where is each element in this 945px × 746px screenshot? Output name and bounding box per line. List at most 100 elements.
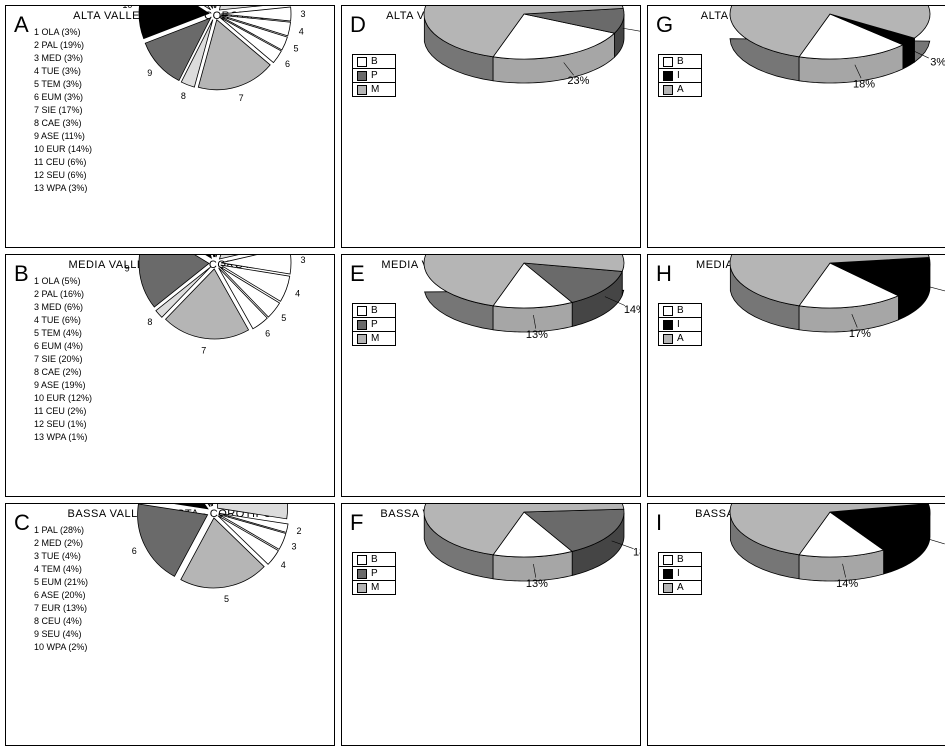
- legend-swatch: [663, 57, 673, 67]
- legend-item: M: [352, 82, 396, 97]
- legend-item: 12 SEU (1%): [34, 418, 92, 430]
- legend-item: 1 OLA (5%): [34, 275, 92, 287]
- legend-label: B: [371, 305, 378, 316]
- panel-A: AALTA VALLE D'AOSTA - COROTIPO1 OLA (3%)…: [5, 5, 335, 248]
- legend-item: 8 CAE (3%): [34, 117, 92, 129]
- legend-item: 11 CEU (2%): [34, 405, 92, 417]
- legend-swatch: [357, 555, 367, 565]
- panel-body: BPM13%14%73%: [342, 273, 640, 490]
- legend-item: 4 TUE (3%): [34, 65, 92, 77]
- panel-letter: E: [350, 261, 365, 287]
- legend-item: P: [352, 317, 396, 332]
- legend-label: B: [677, 56, 684, 67]
- legend-item: 5 EUM (21%): [34, 576, 88, 588]
- legend-item: 3 MED (3%): [34, 52, 92, 64]
- legend-item: 2 MED (2%): [34, 537, 88, 549]
- panel-letter: F: [350, 510, 363, 536]
- legend-item: 4 TEM (4%): [34, 563, 88, 575]
- panel-body: 1 PAL (28%)2 MED (2%)3 TUE (4%)4 TEM (4%…: [6, 522, 334, 739]
- svg-text:7: 7: [201, 345, 206, 355]
- panel-body: BIA18%3%79%: [648, 24, 945, 241]
- legend-item: I: [658, 317, 702, 332]
- legend-item: 1 PAL (28%): [34, 524, 88, 536]
- panel-F: FBASSA VALLE D'AOSTA - STATO ALAREBPM13%…: [341, 503, 641, 746]
- svg-text:5: 5: [224, 594, 229, 604]
- legend-label: I: [677, 319, 680, 330]
- panel-body: BIA17%15%68%: [648, 273, 945, 490]
- panel-body: BIA14%19%67%: [648, 522, 945, 739]
- legend-label: P: [371, 568, 378, 579]
- legend-swatch: [663, 569, 673, 579]
- svg-text:14%: 14%: [836, 578, 858, 590]
- legend-label: B: [677, 554, 684, 565]
- panel-letter: D: [350, 12, 366, 38]
- legend-item: I: [658, 68, 702, 83]
- svg-text:2: 2: [296, 526, 301, 536]
- legend-item: P: [352, 68, 396, 83]
- svg-text:17%: 17%: [849, 328, 871, 340]
- panel-letter: G: [656, 12, 673, 38]
- legend-label: P: [371, 70, 378, 81]
- legend-item: 3 TUE (4%): [34, 550, 88, 562]
- panel-letter: C: [14, 510, 30, 536]
- legend-item: A: [658, 82, 702, 97]
- legend-swatch: [663, 583, 673, 593]
- legend-item: 4 TUE (6%): [34, 314, 92, 326]
- svg-text:18%: 18%: [853, 78, 875, 90]
- panel-G: GALTA VALLE D'AOSTA - ECOLOGIABIA18%3%79…: [647, 5, 945, 248]
- legend-item: B: [658, 552, 702, 567]
- panel-B: BMEDIA VALLE D'AOSTA - COROTIPO1 OLA (5%…: [5, 254, 335, 497]
- panel-E: EMEDIA VALLE D'AOSTA - STATO ALAREBPM13%…: [341, 254, 641, 497]
- legend-label: B: [371, 56, 378, 67]
- panel-I: IBASSA VALLE D'AOSTA - ECOLOGIABIA14%19%…: [647, 503, 945, 746]
- legend-label: A: [677, 582, 684, 593]
- legend-swatch: [357, 334, 367, 344]
- legend-item: 7 SIE (20%): [34, 353, 92, 365]
- svg-text:6: 6: [265, 329, 270, 339]
- legend-item: 9 ASE (19%): [34, 379, 92, 391]
- svg-text:4: 4: [295, 288, 300, 298]
- legend-label: M: [371, 84, 379, 95]
- legend-label: M: [371, 333, 379, 344]
- legend-swatch: [663, 306, 673, 316]
- legend-label: I: [677, 70, 680, 81]
- panel-body: 1 OLA (5%)2 PAL (16%)3 MED (6%)4 TUE (6%…: [6, 273, 334, 490]
- legend-swatch: [663, 85, 673, 95]
- legend-swatch: [663, 71, 673, 81]
- legend-item: 9 SEU (4%): [34, 628, 88, 640]
- legend-item: 8 CEU (4%): [34, 615, 88, 627]
- legend-label: M: [371, 582, 379, 593]
- svg-text:13%: 13%: [526, 578, 548, 590]
- legend-swatch: [357, 320, 367, 330]
- legend-item: 7 SIE (17%): [34, 104, 92, 116]
- legend-item: B: [352, 552, 396, 567]
- legend-item: 10 WPA (2%): [34, 641, 88, 653]
- svg-text:13%: 13%: [526, 329, 548, 341]
- legend-swatch: [663, 320, 673, 330]
- legend-item: 1 OLA (3%): [34, 26, 92, 38]
- legend-item: 7 EUR (13%): [34, 602, 88, 614]
- legend-label: B: [371, 554, 378, 565]
- svg-text:5: 5: [294, 43, 299, 53]
- legend-swatch: [357, 306, 367, 316]
- legend-item: 11 CEU (6%): [34, 156, 92, 168]
- svg-text:3: 3: [292, 541, 297, 551]
- svg-text:3: 3: [301, 9, 306, 19]
- legend-label: A: [677, 333, 684, 344]
- legend-swatch: [357, 569, 367, 579]
- legend: 1 OLA (3%)2 PAL (19%)3 MED (3%)4 TUE (3%…: [6, 24, 96, 197]
- svg-text:4: 4: [281, 560, 286, 570]
- panel-H: HMEDIA VALLE D'AOSTA - ECOLOGIABIA17%15%…: [647, 254, 945, 497]
- legend-item: 2 PAL (19%): [34, 39, 92, 51]
- legend-item: 9 ASE (11%): [34, 130, 92, 142]
- panel-C: CBASSA VALLE D'AOSTA - COROTIPO1 PAL (28…: [5, 503, 335, 746]
- svg-text:10: 10: [122, 5, 132, 10]
- panel-D: DALTA VALLE D'AOSTA - STATO ALAREBPM23%9…: [341, 5, 641, 248]
- legend-item: A: [658, 580, 702, 595]
- legend-item: M: [352, 331, 396, 346]
- legend-label: P: [371, 319, 378, 330]
- svg-text:4: 4: [299, 27, 304, 37]
- legend: 1 PAL (28%)2 MED (2%)3 TUE (4%)4 TEM (4%…: [6, 522, 92, 656]
- svg-text:14%: 14%: [624, 304, 641, 316]
- legend-label: I: [677, 568, 680, 579]
